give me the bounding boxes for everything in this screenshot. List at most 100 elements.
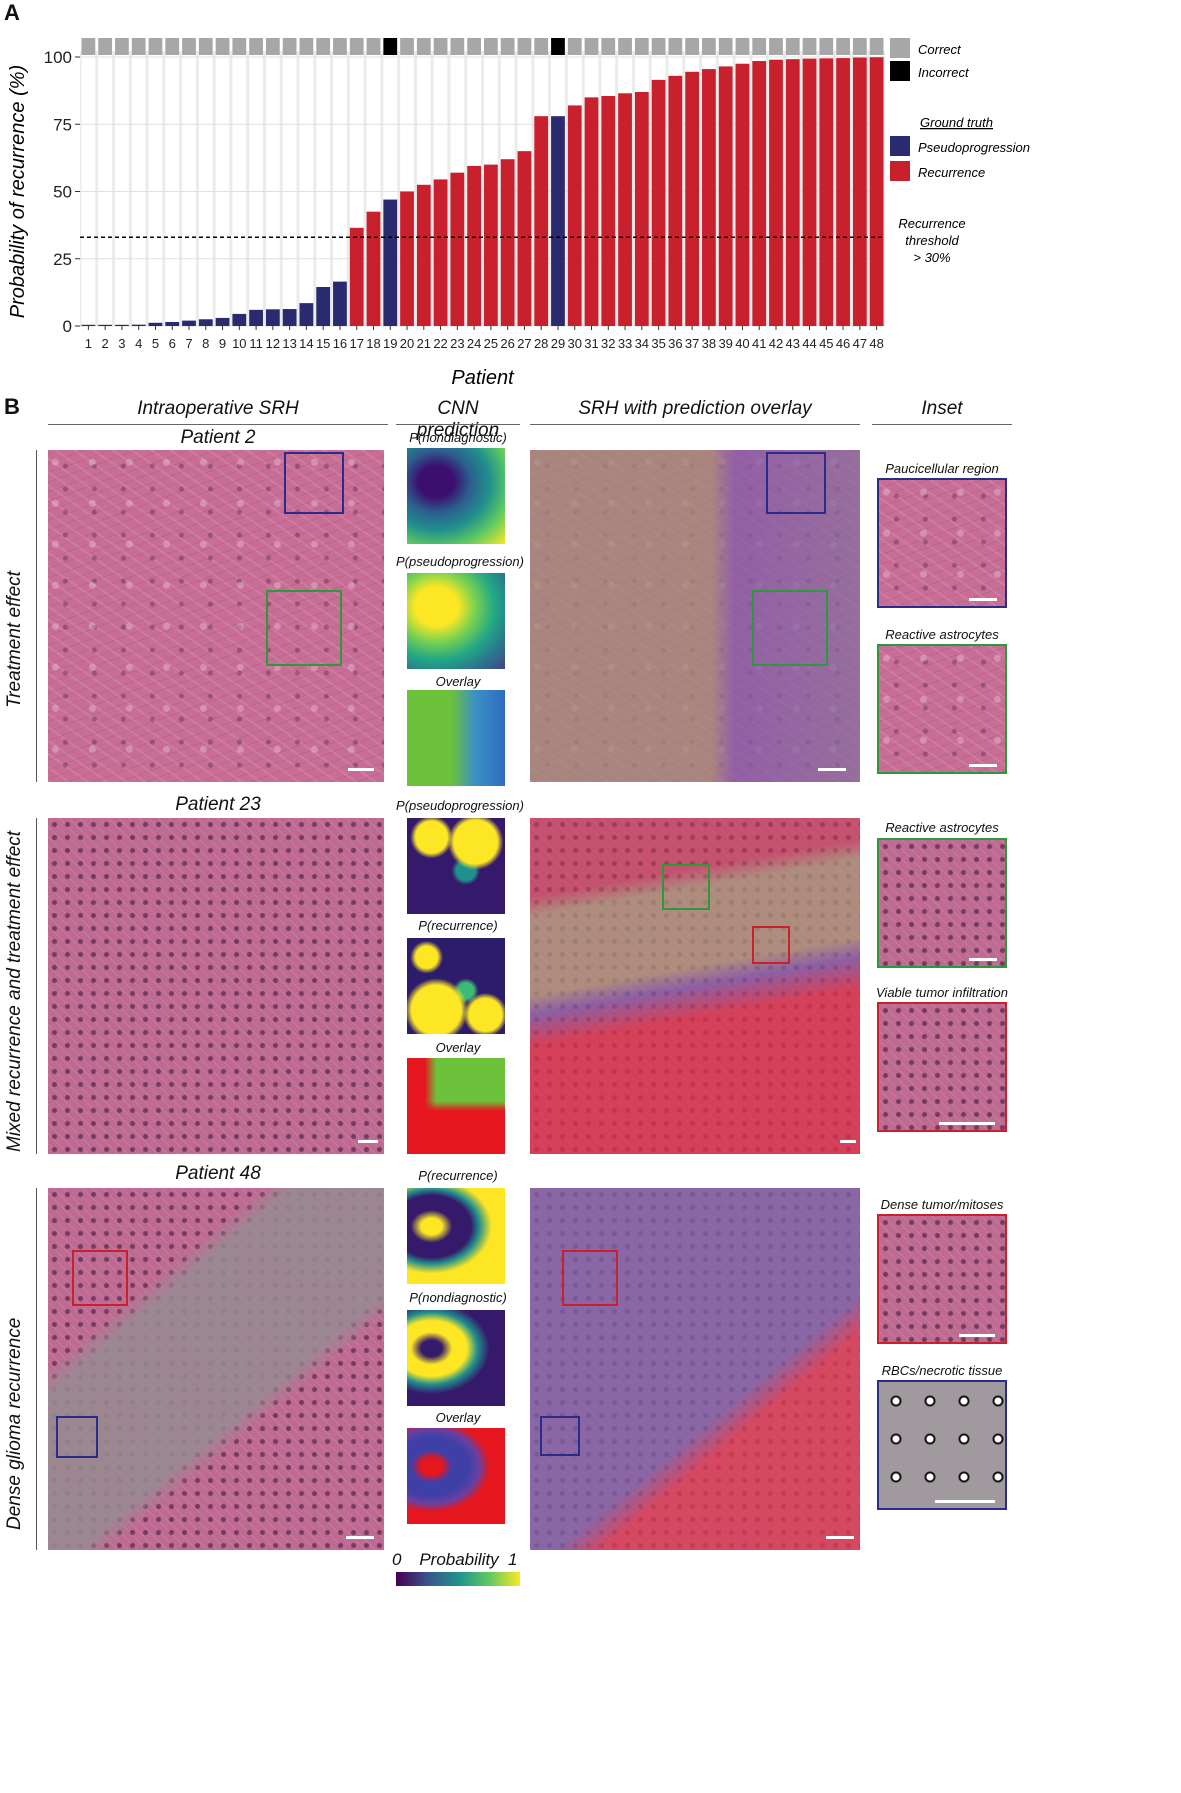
scale-bar <box>358 1140 378 1143</box>
correctness-cell <box>769 38 783 55</box>
bar <box>450 172 465 326</box>
correctness-cell <box>81 38 96 55</box>
x-tick-label: 41 <box>752 336 766 351</box>
x-tick-label: 3 <box>118 336 125 351</box>
scale-bar <box>840 1140 856 1143</box>
row-label-mixed: Mixed recurrence and treatment effect <box>4 830 25 1152</box>
bar <box>416 184 431 326</box>
y-tick-label: 50 <box>53 183 72 202</box>
cnn-overlay-patient-48 <box>407 1428 505 1524</box>
y-tick-label: 75 <box>53 115 72 134</box>
bar <box>282 309 297 326</box>
bar <box>601 96 616 326</box>
cnn-map-nondiagnostic-patient-2 <box>407 448 505 544</box>
prediction-overlay-tint <box>530 1188 860 1550</box>
row-bar-mixed <box>36 818 37 1154</box>
correctness-cell <box>333 38 347 55</box>
correctness-cell <box>869 38 884 55</box>
legend-pseudo-label: Pseudoprogression <box>918 140 1030 155</box>
bar <box>534 116 549 327</box>
x-tick-label: 8 <box>202 336 209 351</box>
y-tick-label: 0 <box>63 317 72 336</box>
bar <box>81 324 96 326</box>
x-tick-label: 12 <box>266 336 280 351</box>
bar <box>467 165 481 326</box>
x-tick-label: 16 <box>333 336 347 351</box>
bar <box>718 66 733 326</box>
inset-image-rbcs-necrotic <box>877 1380 1007 1510</box>
bar <box>400 191 414 326</box>
inset-box-red <box>72 1250 128 1306</box>
bar <box>551 116 565 327</box>
inset-image-reactive-astrocytes-23 <box>877 838 1007 968</box>
bar <box>769 59 783 326</box>
x-tick-label: 13 <box>282 336 296 351</box>
legend-correct-label: Correct <box>918 42 962 57</box>
correctness-cell <box>836 38 850 55</box>
correctness-cell <box>651 38 666 55</box>
bar <box>567 105 582 326</box>
legend-correct-swatch <box>890 38 910 58</box>
x-tick-label: 30 <box>568 336 582 351</box>
map-title: P(recurrence) <box>418 918 498 933</box>
plot-background <box>80 51 885 326</box>
scale-bar <box>969 598 997 601</box>
x-tick-label: 14 <box>299 336 313 351</box>
correctness-cell <box>416 38 431 55</box>
colorbar-max-label: 1 <box>508 1550 518 1569</box>
inset-title: Paucicellular region <box>885 461 999 476</box>
map-title: Overlay <box>435 1040 481 1055</box>
probability-colorbar <box>396 1572 520 1586</box>
threshold-annotation: threshold <box>905 233 959 248</box>
correctness-cell <box>584 38 599 55</box>
row-label-treatment-effect: Treatment effect <box>4 571 25 708</box>
necrotic-region <box>48 1188 384 1550</box>
inset-image-paucicellular <box>877 478 1007 608</box>
x-tick-label: 37 <box>685 336 699 351</box>
srh-overlay-image-patient-23 <box>530 818 860 1154</box>
x-tick-label: 40 <box>735 336 749 351</box>
bar <box>702 69 716 326</box>
map-title: P(pseudoprogression) <box>396 798 524 813</box>
x-tick-label: 11 <box>249 336 263 351</box>
cnn-overlay-patient-23 <box>407 1058 505 1154</box>
x-tick-label: 17 <box>349 336 363 351</box>
panel-b-letter: B <box>4 394 20 419</box>
x-tick-label: 34 <box>635 336 649 351</box>
correctness-cell <box>852 38 867 55</box>
inset-box-green <box>752 590 828 666</box>
correctness-cell <box>634 38 649 55</box>
x-tick-label: 22 <box>433 336 447 351</box>
scale-bar <box>969 764 997 767</box>
bar <box>182 320 196 326</box>
legend-incorrect-label: Incorrect <box>918 65 970 80</box>
legend-rec-label: Recurrence <box>918 165 985 180</box>
correctness-cell <box>702 38 716 55</box>
correctness-cell <box>316 38 331 55</box>
prediction-overlay-tint <box>530 450 860 782</box>
correctness-cell <box>450 38 465 55</box>
colorbar-label: Probability <box>419 1550 499 1569</box>
bar <box>618 93 632 326</box>
correctness-cell <box>131 38 146 55</box>
threshold-annotation: > 30% <box>913 250 950 265</box>
correctness-cell <box>215 38 230 55</box>
x-tick-label: 19 <box>383 336 397 351</box>
x-tick-label: 5 <box>152 336 159 351</box>
correctness-cell <box>299 38 314 55</box>
x-tick-label: 4 <box>135 336 142 351</box>
legend-incorrect-swatch <box>890 61 910 81</box>
x-tick-label: 20 <box>400 336 414 351</box>
bar <box>802 58 817 326</box>
inset-title: Reactive astrocytes <box>885 820 999 835</box>
bar <box>735 63 750 326</box>
correctness-cell <box>115 38 129 55</box>
bar <box>836 58 850 327</box>
correctness-cell <box>165 38 180 55</box>
x-tick-label: 48 <box>869 336 883 351</box>
correctness-cell <box>735 38 750 55</box>
panel-a-letter: A <box>4 0 20 25</box>
cnn-overlay-patient-2 <box>407 690 505 786</box>
inset-title: Reactive astrocytes <box>885 627 999 642</box>
correctness-cell <box>433 38 448 55</box>
